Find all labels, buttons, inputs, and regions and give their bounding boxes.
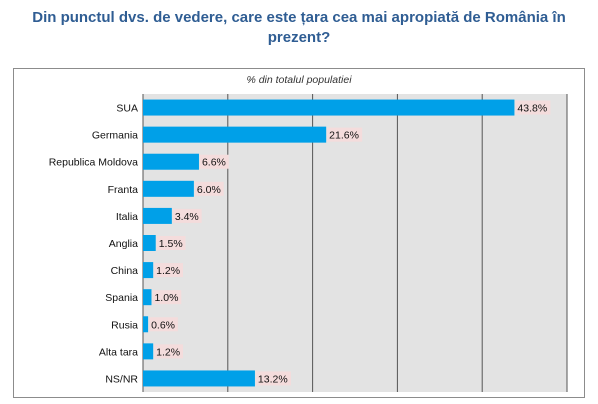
- data-label: 0.6%: [151, 319, 175, 331]
- data-label-background: [152, 290, 182, 305]
- category-label: Anglia: [109, 238, 138, 250]
- bar: [143, 99, 515, 116]
- data-label: 1.0%: [154, 292, 178, 304]
- bar: [143, 316, 149, 333]
- data-label-background: [156, 236, 186, 250]
- data-label-background: [194, 181, 224, 196]
- category-label: Germania: [92, 130, 138, 142]
- category-label: Spania: [105, 292, 138, 304]
- chart-title: Din punctul dvs. de vedere, care este ța…: [32, 9, 566, 46]
- category-label: SUA: [116, 103, 138, 115]
- data-label: 6.0%: [197, 184, 221, 196]
- bar: [143, 343, 154, 360]
- bar: [143, 262, 154, 279]
- data-label-background: [515, 100, 551, 115]
- category-label: Franta: [108, 184, 139, 196]
- data-label: 21.6%: [329, 130, 359, 142]
- bar: [143, 207, 172, 224]
- data-label-background: [154, 263, 183, 278]
- bar: [143, 370, 255, 387]
- plot-area: [143, 94, 567, 392]
- category-label: Republica Moldova: [49, 157, 138, 169]
- chart-subtitle: % din totalul populatiei: [246, 74, 352, 86]
- data-label-background: [255, 371, 291, 386]
- bar: [143, 235, 156, 251]
- bar: [143, 289, 152, 306]
- bar: [143, 153, 199, 170]
- data-label: 1.5%: [159, 238, 183, 250]
- data-label-background: [327, 127, 363, 142]
- category-label: Italia: [116, 211, 138, 223]
- data-label: 6.6%: [202, 157, 226, 169]
- category-label: Rusia: [111, 319, 138, 331]
- data-label: 13.2%: [258, 373, 288, 385]
- data-label-background: [154, 344, 183, 359]
- data-label: 3.4%: [175, 211, 199, 223]
- category-label: NS/NR: [105, 373, 138, 385]
- data-label: 1.2%: [156, 346, 180, 358]
- data-label: 43.8%: [517, 103, 547, 115]
- bar: [143, 126, 327, 143]
- data-label-background: [149, 317, 178, 332]
- bar: [143, 180, 194, 197]
- data-label-background: [172, 208, 202, 223]
- category-label: China: [111, 265, 139, 277]
- data-label-background: [199, 154, 229, 169]
- category-label: Alta tara: [99, 346, 138, 358]
- data-label: 1.2%: [156, 265, 180, 277]
